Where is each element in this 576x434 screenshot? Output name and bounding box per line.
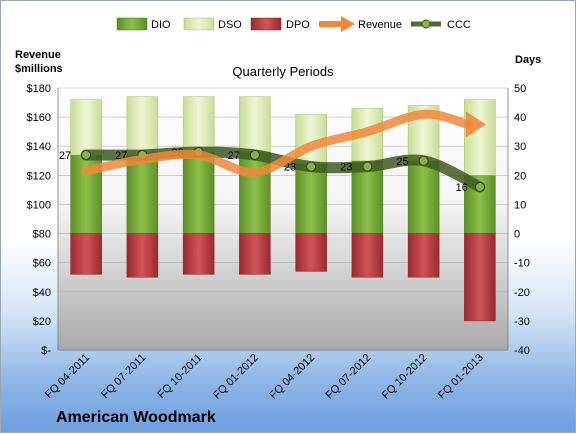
- x-tick-label: FQ 07-2012: [324, 352, 374, 402]
- plot-area: [58, 88, 508, 350]
- bar-dpo: [70, 233, 102, 275]
- legend-label-revenue: Revenue: [358, 19, 402, 31]
- bar-dso: [464, 99, 496, 176]
- bar-dpo: [239, 233, 271, 275]
- bar-dpo: [182, 233, 215, 275]
- bar-dso: [182, 96, 215, 153]
- ccc-data-label: 23: [284, 162, 296, 174]
- bar-dso: [239, 96, 271, 153]
- y-right-title: Days: [515, 54, 541, 66]
- y-right-tick-label: -10: [514, 258, 530, 270]
- y-left-tick-label: $100: [27, 199, 51, 211]
- y-left-tick-label: $-: [41, 345, 51, 357]
- ccc-data-label: 23: [340, 162, 352, 174]
- legend-swatch-revenue: [319, 16, 355, 32]
- bar-dio: [126, 154, 159, 234]
- y-left-tick-label: $20: [33, 316, 51, 328]
- revenue-arrowhead: [465, 111, 486, 138]
- y-right-tick-label: 30: [514, 141, 526, 153]
- ccc-data-label: 25: [396, 156, 408, 168]
- x-tick-label: FQ 10-2011: [155, 352, 204, 401]
- x-tick-label: FQ 07-2011: [99, 352, 148, 401]
- x-tick-label: FQ 01-2013: [436, 352, 486, 402]
- y-left-tick-label: $140: [27, 141, 51, 153]
- bar-dio: [295, 163, 327, 234]
- y-right-tick-label: 50: [514, 83, 526, 95]
- x-tick-label: FQ 04-2011: [43, 352, 92, 401]
- x-tick-label: FQ 01-2012: [211, 352, 261, 402]
- bar-dpo: [126, 233, 159, 278]
- bar-dpo: [351, 233, 384, 278]
- y-right-tick-label: -40: [514, 345, 530, 357]
- ccc-point: [362, 161, 373, 172]
- bar-dio: [239, 151, 271, 234]
- legend-swatch-ccc: [411, 19, 441, 29]
- company-name: American Woodmark: [56, 409, 216, 426]
- y-left-tick-label: $40: [33, 287, 51, 299]
- ccc-point: [474, 181, 485, 192]
- legend-label-dso: DSO: [218, 19, 242, 31]
- y-left-title-line1: Revenue: [15, 49, 61, 61]
- legend-label-dio: DIO: [151, 19, 171, 31]
- x-tick-label: FQ 10-2012: [380, 352, 430, 402]
- y-left-tick-label: $120: [27, 170, 51, 182]
- y-right-tick-label: 40: [514, 112, 526, 124]
- bar-dpo: [295, 233, 327, 272]
- ccc-point: [418, 155, 429, 166]
- y-left-tick-label: $160: [27, 112, 51, 124]
- y-right-tick-label: -30: [514, 316, 530, 328]
- y-left-tick-label: $60: [33, 258, 51, 270]
- bar-dpo: [464, 233, 496, 322]
- y-right-tick-label: 0: [514, 229, 520, 241]
- legend-swatch-dpo: [250, 17, 282, 31]
- bar-dso: [70, 99, 102, 156]
- y-left-title-line2: $millions: [15, 63, 63, 75]
- chart-title: Quarterly Periods: [232, 64, 334, 79]
- bar-dio: [407, 160, 440, 234]
- y-left-tick-label: $180: [27, 83, 51, 95]
- ccc-data-label: 16: [456, 182, 468, 194]
- ccc-data-label: 27: [59, 150, 71, 162]
- y-right-tick-label: -20: [514, 287, 530, 299]
- legend-label-ccc: CCC: [447, 19, 471, 31]
- legend-swatch-dio: [116, 17, 148, 31]
- legend: DIO DSO DPO Revenue CCC: [116, 16, 471, 32]
- y-left-tick-label: $80: [33, 229, 51, 241]
- bar-dso: [126, 96, 159, 156]
- bar-dio: [351, 160, 384, 234]
- bar-dpo: [407, 233, 440, 278]
- ccc-point: [81, 149, 92, 160]
- x-tick-label: FQ 04-2012: [267, 352, 317, 402]
- ccc-data-label: 27: [228, 150, 240, 162]
- bar-dio: [182, 151, 215, 234]
- revenue-line: [81, 109, 473, 177]
- y-right-tick-label: 20: [514, 170, 526, 182]
- ccc-point: [249, 149, 260, 160]
- legend-swatch-dso: [183, 17, 215, 31]
- y-right-tick-label: 10: [514, 199, 526, 211]
- legend-label-dpo: DPO: [286, 19, 310, 31]
- ccc-point: [306, 161, 317, 172]
